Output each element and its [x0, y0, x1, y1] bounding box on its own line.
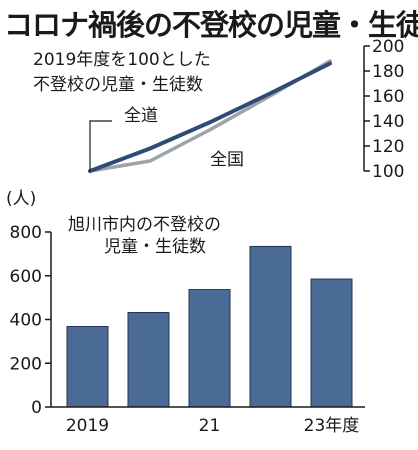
bar-2023年度: [310, 278, 353, 408]
page-title: コロナ禍後の不登校の児童・生徒: [4, 8, 418, 42]
line-chart-y-tick-label: 180: [372, 62, 404, 82]
bar-chart-x-tick-label: 21: [199, 416, 221, 436]
bar-chart-subtitle-line-1: 旭川市内の不登校の: [68, 215, 221, 235]
bar-chart-subtitle-line-2: 児童・生徒数: [104, 237, 206, 257]
bar-chart-y-tick-label: 0: [31, 398, 42, 418]
bar-chart-y-tick-label: 600: [10, 267, 42, 287]
bar-chart-y-tick-label: 800: [10, 223, 42, 243]
bar-chart-unit-label: (人): [6, 189, 36, 209]
bar-chart-y-axis: 0 200 400 600 800: [10, 223, 52, 418]
line-chart-y-tick-label: 140: [372, 112, 404, 132]
line-chart-subtitle-line-2: 不登校の児童・生徒数: [33, 75, 203, 95]
bar-chart-x-tick-label: 2019: [66, 416, 109, 436]
bar-chart-x-tick-label: 23年度: [304, 416, 360, 436]
bar-chart-bars: [66, 245, 353, 408]
bar-2022: [249, 245, 292, 408]
line-label-leader: [89, 120, 112, 171]
line-series-hokkaido: [88, 61, 332, 173]
line-chart: 2019年度を100とした 不登校の児童・生徒数 100 120 140 160 180…: [33, 37, 404, 182]
line-chart-y-axis: 100 120 140 160 180 200: [363, 37, 404, 182]
line-chart-series: [88, 59, 332, 173]
bar-2019: [66, 326, 109, 408]
line-chart-y-tick-label: 200: [372, 37, 404, 57]
line-chart-y-tick-label: 160: [372, 87, 404, 107]
line-chart-subtitle-line-1: 2019年度を100とした: [33, 50, 211, 70]
line-chart-y-tick-label: 100: [372, 162, 404, 182]
bar-2020: [127, 312, 170, 408]
bar-chart-y-tick-label: 200: [10, 354, 42, 374]
line-series-label-national: 全国: [210, 150, 244, 170]
line-series-label-hokkaido: 全道: [124, 106, 158, 126]
bar-chart-y-tick-label: 400: [10, 311, 42, 331]
bar-2021: [188, 289, 231, 408]
bar-chart-x-axis: 2019 21 23年度: [51, 406, 365, 436]
line-chart-y-tick-label: 120: [372, 137, 404, 157]
